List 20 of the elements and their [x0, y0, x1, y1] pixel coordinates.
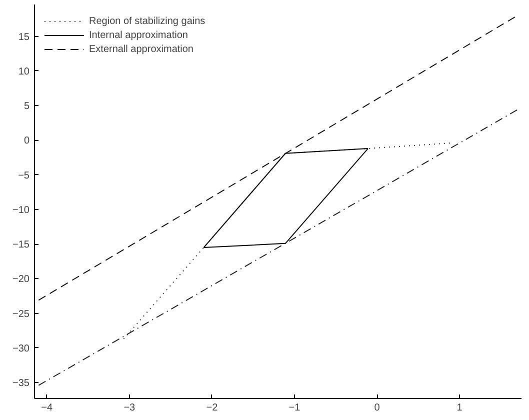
x-tick-label: 1 — [456, 402, 463, 414]
y-tick-label: 0 — [24, 136, 30, 147]
y-tick-label: −15 — [12, 240, 30, 251]
y-tick-label: 5 — [24, 101, 30, 112]
y-tick-label: −5 — [18, 170, 30, 182]
x-tick-label: −4 — [41, 402, 54, 414]
y-tick-label: 10 — [18, 66, 30, 78]
y-tick-label: −25 — [12, 308, 30, 320]
x-tick-label: −2 — [206, 402, 218, 414]
x-tick-label: 0 — [374, 402, 380, 414]
y-tick-label: −30 — [12, 343, 30, 354]
y-tick-label: −10 — [12, 204, 30, 216]
x-tick-label: −1 — [288, 402, 301, 414]
legend-label: Region of stabilizing gains — [89, 14, 206, 28]
y-tick-label: −35 — [12, 378, 30, 390]
y-tick-label: 15 — [18, 32, 30, 43]
y-tick-label: −20 — [12, 274, 30, 286]
legend-label: Internal approximation — [89, 28, 188, 42]
x-tick-label: −3 — [124, 402, 136, 414]
legend-label: Externall approximation — [89, 42, 194, 56]
